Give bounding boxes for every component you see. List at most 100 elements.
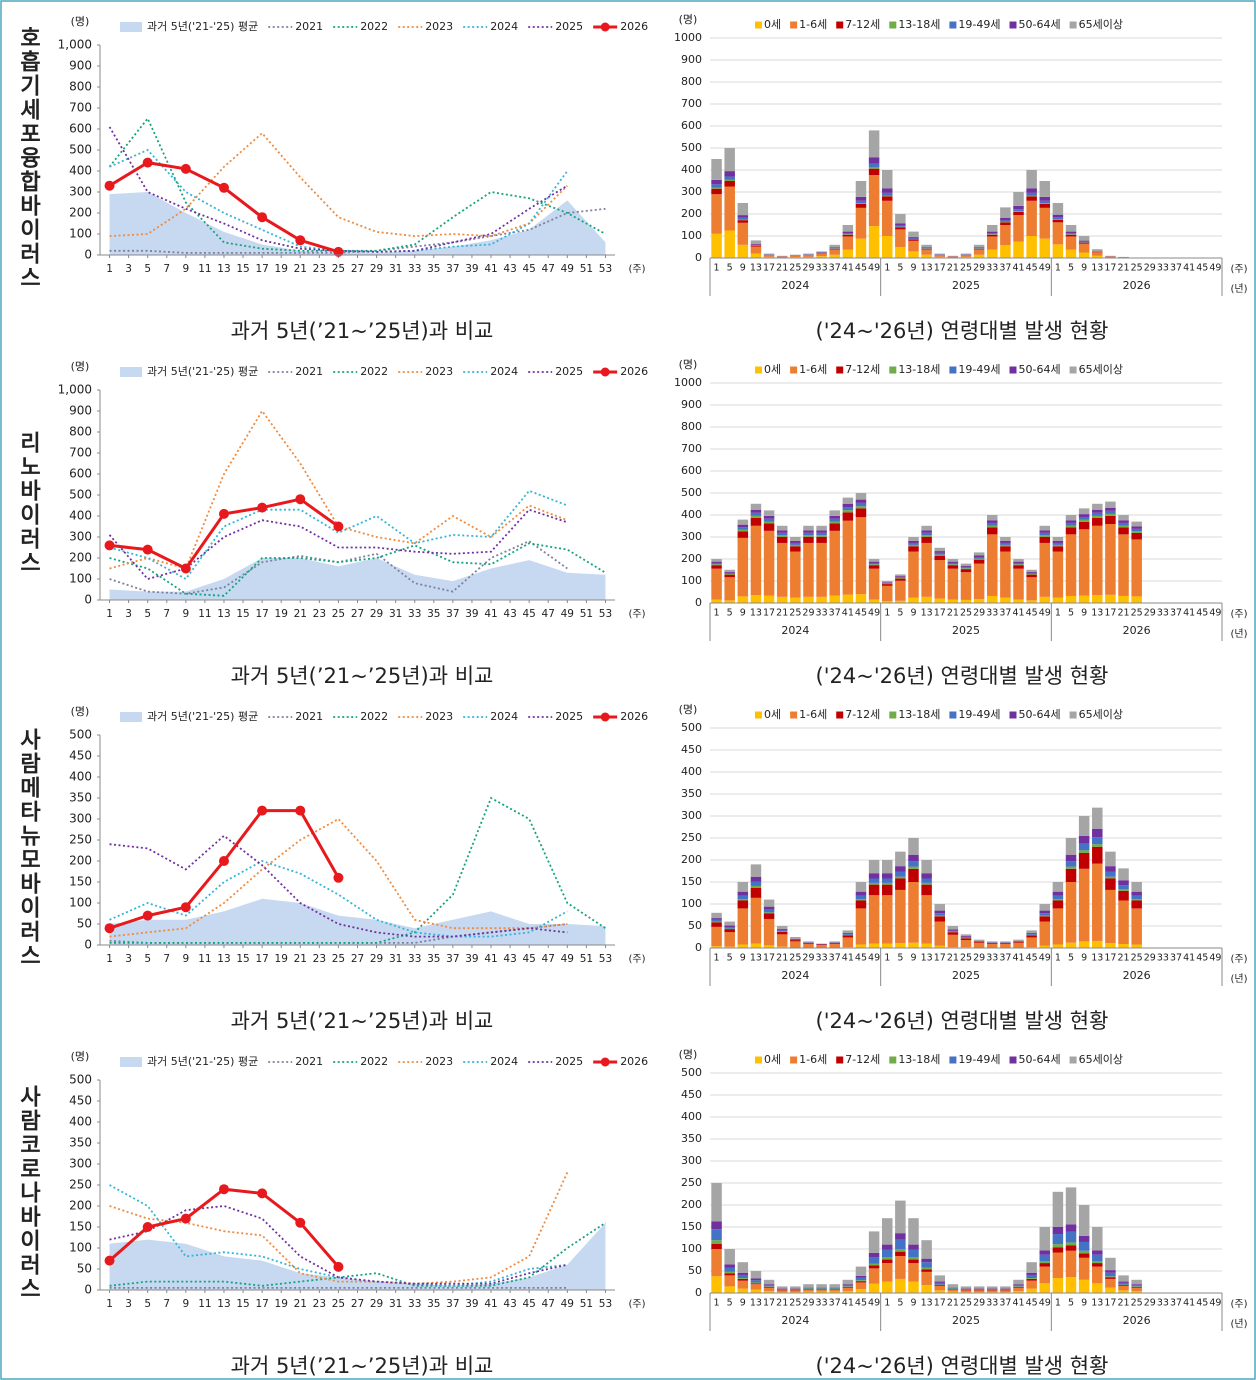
x-tick-label: 11 [198,953,211,965]
bar-segment [816,1289,827,1292]
x-tick-label: 49 [561,953,574,965]
bar-segment [816,525,827,531]
x-tick-label: 23 [313,263,326,275]
bar-segment [750,1282,762,1284]
bar-segment [1039,535,1051,537]
bar-segment [750,1278,762,1281]
x-tick-label: 9 [740,263,746,274]
bar-segment [829,248,840,250]
y-tick-label: 350 [681,787,702,800]
x-tick-label: 5 [727,953,733,964]
legend-label: 2021 [295,710,323,723]
bar-segment [724,181,735,187]
y-tick-label: 1000 [674,376,702,389]
bar-segment [855,499,867,503]
x-tick-label: 45 [522,608,535,620]
group-label: 2026 [1123,1314,1151,1327]
x-tick-label: 13 [921,953,933,964]
x-tick-label: 1 [106,953,113,965]
bar-segment [973,552,985,556]
x-tick-label: 41 [842,263,854,274]
bar-segment [724,927,735,929]
bar-segment [987,941,998,943]
bar-segment [1118,520,1129,523]
bar-segment [881,895,893,944]
y-tick-label: 450 [681,743,702,756]
bar-segment [1105,510,1116,514]
x-tick-label: 19 [275,608,288,620]
bar-segment [1118,527,1129,535]
bar-segment [842,512,854,521]
legend-swatch [1009,711,1017,719]
y-tick-label: 900 [69,59,92,73]
bar-segment [921,1258,932,1263]
bar-segment [737,524,749,528]
series-line [109,131,568,238]
bar-segment [868,884,880,896]
x-axis-label: (주) [628,1299,645,1310]
bar-segment [737,217,749,220]
bar-segment [1052,899,1064,901]
bar-segment [1118,1285,1129,1286]
bar-segment [855,207,867,239]
bar-segment [1092,828,1103,838]
bar-segment [921,1285,932,1293]
bar-segment [1065,515,1077,521]
bar-segment [737,908,749,945]
bar-segment [763,255,775,257]
bar-segment [855,891,867,896]
x-tick-label: 25 [789,263,801,274]
bar-segment [790,1286,801,1289]
x-tick-label: 49 [561,608,574,620]
x-tick-label: 41 [1183,953,1195,964]
legend-swatch [949,21,957,29]
legend-label: 7-12세 [845,363,880,376]
legend-label: 19-49세 [958,363,1000,376]
bar-segment [711,1240,722,1244]
bar-segment [1131,596,1142,603]
bar-segment [960,936,972,937]
group-label: 2024 [781,279,809,292]
bar-segment [750,1271,762,1279]
bar-segment [1026,1278,1037,1281]
x-tick-label: 41 [484,263,497,275]
bar-segment [855,899,867,901]
x-tick-label: 13 [1091,1298,1103,1309]
bar-segment [1092,940,1103,948]
series-point [142,910,153,921]
bar-segment [1118,515,1129,521]
x-tick-label: 41 [484,608,497,620]
group-label: 2025 [952,969,980,982]
bar-segment [737,203,749,216]
bar-segment [1131,899,1142,901]
bar-segment [711,921,722,923]
bar-segment [829,595,840,603]
bar-segment [816,1291,827,1293]
bar-segment [1039,1283,1051,1293]
bar-segment [1052,546,1064,552]
bar-segment [1026,1288,1037,1293]
bar-segment [711,599,722,603]
bar-segment [987,1286,998,1289]
y-tick-label: 350 [69,791,92,805]
legend-label: 2021 [295,20,323,33]
bar-segment [973,599,985,603]
legend-label: 1-6세 [799,363,827,376]
bar-segment [1065,231,1077,234]
legend-label: 65세이상 [1079,363,1123,376]
bar-segment [711,568,722,600]
bar-segment [829,247,840,249]
bar-segment [1105,501,1116,508]
bar-segment [1078,1257,1090,1280]
x-tick-label: 37 [1170,953,1182,964]
bar-segment [947,932,959,935]
bar-segment [803,525,814,531]
bar-segment [1026,200,1037,236]
bar-segment [1105,871,1116,877]
legend-swatch [1009,1056,1017,1064]
x-tick-label: 33 [1157,953,1169,964]
x-tick-label: 13 [1091,608,1103,619]
bar-segment [908,868,919,882]
bar-segment [711,1183,722,1222]
series-point [333,246,344,257]
